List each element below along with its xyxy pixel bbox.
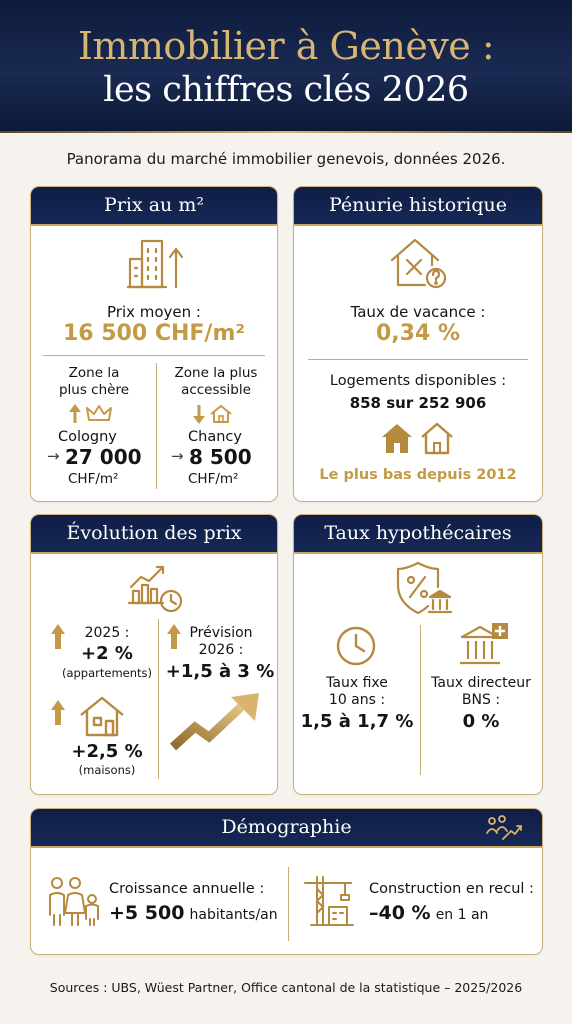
divider — [420, 625, 421, 775]
bank-plus-icon — [460, 623, 508, 665]
card-evolution: Évolution des prix 2025 : +2 % (appartem… — [30, 514, 278, 795]
construction-line: –40 % en 1 an — [369, 902, 488, 924]
taux-bns-label: Taux directeur BNS : — [422, 675, 540, 709]
crane-building-icon — [304, 876, 354, 926]
card-penurie: Pénurie historique Taux de vacance : 0,3… — [293, 186, 543, 502]
card-demographie: Démographie Croissance annuelle : +5 500… — [30, 808, 543, 955]
construction-label: Construction en recul : — [369, 881, 534, 897]
evol-prevision-label: Prévision 2026 : — [181, 625, 261, 659]
zone-accessible-label-l1: Zone la plus — [174, 365, 258, 381]
card-taux-title: Taux hypothécaires — [294, 515, 542, 554]
divider — [288, 867, 289, 941]
page-title-line2: les chiffres clés 2026 — [103, 70, 469, 110]
vacance-label: Taux de vacance : — [350, 303, 486, 321]
evol-maisons-note: (maisons) — [78, 763, 136, 777]
zone-chere-label: Zone la plus chère — [35, 365, 153, 399]
logements-label: Logements disponibles : — [329, 373, 507, 389]
taux-bns-l2: BNS : — [461, 692, 501, 708]
zone-chere-label-l1: Zone la — [68, 365, 120, 381]
croissance-label: Croissance annuelle : — [109, 881, 265, 897]
clock-icon — [336, 626, 376, 666]
family-icon — [49, 877, 99, 926]
card-penurie-title: Pénurie historique — [294, 187, 542, 226]
people-growth-icon — [486, 815, 522, 840]
evol-2025-label: 2025 : — [84, 625, 130, 641]
card-evolution-title: Évolution des prix — [31, 515, 277, 554]
arrow-up-icon — [51, 624, 65, 649]
evol-prevision-l1: Prévision — [189, 625, 253, 641]
zone-chere-value: 27 000 — [65, 445, 142, 469]
prix-moyen-value: 16 500 CHF/m² — [62, 321, 246, 346]
divider — [156, 363, 157, 489]
houses-icon — [382, 422, 453, 455]
prix-moyen-label: Prix moyen : — [107, 303, 201, 321]
divider — [43, 355, 265, 356]
card-taux: Taux hypothécaires Taux fixe 10 ans : 1,… — [293, 514, 543, 795]
croissance-line: +5 500 habitants/an — [109, 902, 278, 924]
logements-value: 858 sur 252 906 — [349, 394, 487, 412]
arrow-up-icon — [167, 624, 181, 649]
zone-accessible-label: Zone la plus accessible — [157, 365, 275, 399]
shield-percent-bank-icon — [396, 561, 453, 615]
zone-accessible-unit: CHF/m² — [188, 471, 239, 487]
header-banner — [0, 0, 572, 133]
rising-arrow-icon — [169, 693, 259, 751]
construction-unit: en 1 an — [435, 907, 489, 923]
taux-fixe-label: Taux fixe 10 ans : — [298, 675, 416, 709]
evol-maisons-value: +2,5 % — [71, 741, 143, 762]
evol-2025-value: +2 % — [81, 643, 133, 664]
arrow-down-house-icon — [193, 405, 232, 424]
taux-fixe-value: 1,5 à 1,7 % — [300, 711, 414, 732]
croissance-unit: habitants/an — [189, 907, 278, 923]
house-x-question-icon — [390, 238, 447, 289]
zone-chere-label-l2: plus chère — [58, 382, 130, 398]
card-prix: Prix au m² Prix moyen : 16 500 CHF/m² Zo… — [30, 186, 278, 502]
chart-clock-icon — [127, 565, 183, 613]
evol-prevision-value: +1,5 à 3 % — [165, 661, 275, 682]
evol-2025-note: (appartements) — [61, 666, 153, 680]
building-arrow-up-icon — [126, 239, 184, 289]
zone-accessible-place: Chancy — [188, 429, 242, 445]
taux-bns-l1: Taux directeur — [431, 675, 531, 691]
arrow-up-crown-icon — [69, 404, 112, 423]
page-title-line1: Immobilier à Genève : — [77, 24, 495, 68]
evol-prevision-l2: 2026 : — [198, 642, 244, 658]
taux-fixe-l2: 10 ans : — [328, 692, 386, 708]
card-prix-title: Prix au m² — [31, 187, 277, 226]
divider — [308, 359, 528, 360]
arrow-right-icon: → — [171, 447, 184, 465]
croissance-value: +5 500 — [109, 902, 185, 924]
penurie-footnote: Le plus bas depuis 2012 — [319, 467, 517, 483]
arrow-right-icon: → — [47, 447, 60, 465]
zone-accessible-value: 8 500 — [189, 445, 252, 469]
arrow-up-icon — [51, 700, 65, 725]
divider — [158, 619, 159, 779]
taux-fixe-l1: Taux fixe — [326, 675, 388, 691]
house-icon — [80, 696, 124, 737]
zone-chere-place: Cologny — [58, 429, 117, 445]
vacance-value: 0,34 % — [376, 321, 460, 346]
zone-chere-unit: CHF/m² — [68, 471, 119, 487]
sources-footer: Sources : UBS, Wüest Partner, Office can… — [49, 980, 523, 995]
taux-bns-value: 0 % — [462, 711, 500, 732]
zone-accessible-label-l2: accessible — [181, 382, 251, 398]
page-subtitle: Panorama du marché immobilier genevois, … — [66, 150, 506, 168]
card-demographie-title: Démographie — [31, 809, 542, 848]
construction-value: –40 % — [369, 902, 431, 924]
